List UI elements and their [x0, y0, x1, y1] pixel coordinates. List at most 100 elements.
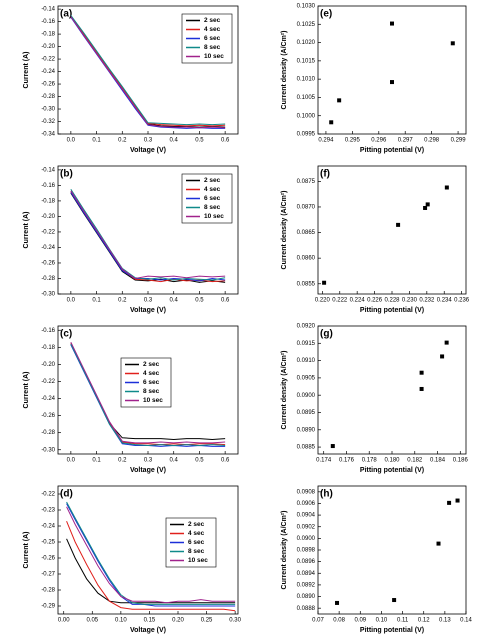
plot-frame [57, 485, 239, 615]
y-tick-label: 0.0906 [297, 501, 316, 507]
y-tick-label: -0.30 [41, 447, 55, 453]
x-tick-label: 0.10 [376, 618, 388, 624]
y-tick-label: 0.0875 [297, 179, 316, 185]
y-tick-label: -0.18 [41, 198, 55, 204]
y-tick-label: -0.18 [41, 345, 55, 351]
y-tick-label: 0.0905 [297, 375, 316, 381]
y-tick-label: -0.20 [41, 362, 55, 368]
x-axis-label: Pitting potential (V) [360, 467, 424, 474]
legend-label: 10 sec [204, 213, 224, 220]
x-tick-label: 0.6 [221, 138, 230, 144]
y-tick-label: 0.1025 [297, 22, 316, 28]
x-tick-label: 0.2 [118, 458, 127, 464]
x-tick-label: 0.13 [439, 618, 451, 624]
panel: 0.0 0.1 0.2 0.3 0.4 0.5 0.6 -0.16 -0.18 -0.20 -0.2… [23, 325, 239, 474]
panel: 0.00 0.05 0.10 0.15 0.20 0.25 0.30 -0.22 -0.23 -0… [23, 485, 242, 634]
x-tick-label: 0.0 [67, 138, 76, 144]
y-tick-label: -0.29 [41, 604, 55, 610]
y-tick-label: 0.0892 [297, 582, 316, 588]
legend-label: 6 sec [143, 379, 160, 386]
y-tick-label: -0.22 [41, 230, 55, 236]
y-tick-label: 0.0865 [297, 230, 316, 236]
x-tick-label: 0.294 [318, 138, 334, 144]
x-tick-label: 0.299 [451, 138, 467, 144]
x-tick-label: 0.222 [332, 298, 348, 304]
x-tick-label: 0.220 [315, 298, 331, 304]
x-tick-label: 0.234 [437, 298, 453, 304]
plot-frame [317, 5, 467, 135]
panel-label: (g) [320, 329, 333, 340]
point [440, 354, 445, 359]
x-tick-label: 0.298 [424, 138, 440, 144]
x-tick-label: 0.6 [221, 458, 230, 464]
panel-label: (b) [60, 169, 73, 180]
series-line [66, 503, 236, 607]
legend-label: 2 sec [204, 177, 221, 184]
x-tick-label: 0.176 [339, 458, 355, 464]
y-axis-label: Current (A) [23, 212, 30, 249]
x-axis-label: Voltage (V) [130, 627, 166, 634]
point [337, 98, 342, 103]
x-tick-label: 0.174 [316, 458, 332, 464]
y-tick-label: -0.30 [41, 107, 55, 113]
x-tick-label: 0.295 [345, 138, 361, 144]
series-line [70, 15, 226, 126]
point [444, 185, 449, 190]
x-axis-label: Pitting potential (V) [360, 307, 424, 314]
x-tick-label: 0.2 [118, 298, 127, 304]
panel-label: (e) [320, 9, 332, 20]
y-axis-label: Current (A) [23, 52, 30, 89]
x-tick-label: 0.5 [195, 298, 204, 304]
point [330, 444, 335, 449]
y-tick-label: 0.0855 [297, 281, 316, 287]
x-tick-label: 0.11 [397, 618, 409, 624]
panel: 0.174 0.176 0.178 0.180 0.182 0.184 0.186 0.088… [281, 324, 469, 474]
y-tick-label: 0.0900 [297, 536, 316, 542]
x-axis-label: Pitting potential (V) [360, 147, 424, 154]
y-tick-label: -0.14 [41, 167, 55, 173]
panel-label: (f) [320, 169, 330, 180]
point [390, 80, 394, 85]
point [419, 386, 424, 391]
y-tick-label: 0.0915 [297, 341, 316, 347]
y-tick-label: 0.0890 [297, 427, 316, 433]
plot-frame [317, 325, 467, 455]
point [419, 370, 424, 375]
y-axis-label: Current (A) [23, 532, 30, 569]
point [329, 120, 334, 125]
point [447, 500, 452, 505]
x-tick-label: 0.12 [418, 618, 430, 624]
y-tick-label: 0.1020 [297, 40, 316, 46]
point [450, 41, 455, 46]
x-axis-label: Pitting potential (V) [360, 627, 424, 634]
x-tick-label: 0.1 [92, 298, 101, 304]
legend-label: 2 sec [143, 361, 160, 368]
y-tick-label: 0.0896 [297, 559, 316, 565]
y-tick-label: -0.20 [41, 44, 55, 50]
legend-label: 6 sec [204, 35, 221, 42]
legend-label: 8 sec [204, 204, 221, 211]
panel-label: (d) [60, 489, 73, 500]
x-tick-label: 0.05 [86, 618, 98, 624]
y-tick-label: 0.0860 [297, 256, 316, 262]
x-tick-label: 0.4 [170, 458, 179, 464]
y-tick-label: 0.0908 [297, 489, 316, 495]
x-axis-label: Voltage (V) [130, 147, 166, 154]
x-tick-label: 0.226 [367, 298, 383, 304]
legend-label: 10 sec [143, 397, 163, 404]
x-tick-label: 0.236 [454, 298, 470, 304]
legend-label: 2 sec [204, 17, 221, 24]
panel: 0.0 0.1 0.2 0.3 0.4 0.5 0.6 -0.14 -0.16 -0.18 -0.2… [23, 5, 239, 154]
x-tick-label: 0.10 [115, 618, 127, 624]
y-tick-label: -0.16 [41, 328, 55, 334]
y-tick-label: -0.24 [41, 245, 55, 251]
series-line [66, 538, 236, 604]
series-line [70, 343, 226, 446]
x-tick-label: 0.3 [144, 298, 153, 304]
legend-label: 4 sec [188, 530, 205, 537]
y-tick-label: -0.26 [41, 556, 55, 562]
series-line [66, 501, 236, 605]
y-tick-label: 0.0910 [297, 358, 316, 364]
legend-label: 6 sec [188, 539, 205, 546]
x-tick-label: 0.5 [195, 458, 204, 464]
